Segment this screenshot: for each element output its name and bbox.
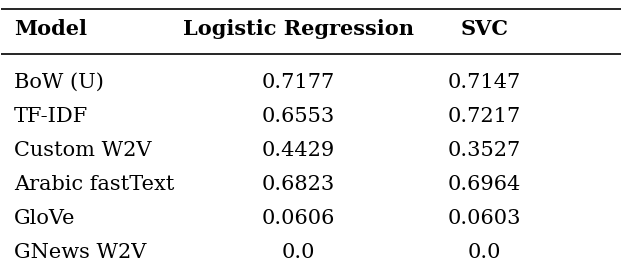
Text: BoW (U): BoW (U) xyxy=(14,73,104,92)
Text: 0.6964: 0.6964 xyxy=(448,175,521,193)
Text: Arabic fastText: Arabic fastText xyxy=(14,175,174,193)
Text: 0.3527: 0.3527 xyxy=(448,141,521,160)
Text: 0.0606: 0.0606 xyxy=(262,209,335,228)
Text: Model: Model xyxy=(14,19,87,39)
Text: 0.0: 0.0 xyxy=(282,243,315,262)
Text: 0.7177: 0.7177 xyxy=(262,73,335,92)
Text: Custom W2V: Custom W2V xyxy=(14,141,151,160)
Text: 0.0603: 0.0603 xyxy=(448,209,521,228)
Text: SVC: SVC xyxy=(460,19,508,39)
Text: 0.7147: 0.7147 xyxy=(448,73,521,92)
Text: Logistic Regression: Logistic Regression xyxy=(183,19,414,39)
Text: 0.6553: 0.6553 xyxy=(262,107,335,126)
Text: GloVe: GloVe xyxy=(14,209,75,228)
Text: 0.0: 0.0 xyxy=(468,243,501,262)
Text: TF-IDF: TF-IDF xyxy=(14,107,88,126)
Text: 0.4429: 0.4429 xyxy=(262,141,335,160)
Text: 0.6823: 0.6823 xyxy=(262,175,335,193)
Text: GNews W2V: GNews W2V xyxy=(14,243,146,262)
Text: 0.7217: 0.7217 xyxy=(448,107,521,126)
